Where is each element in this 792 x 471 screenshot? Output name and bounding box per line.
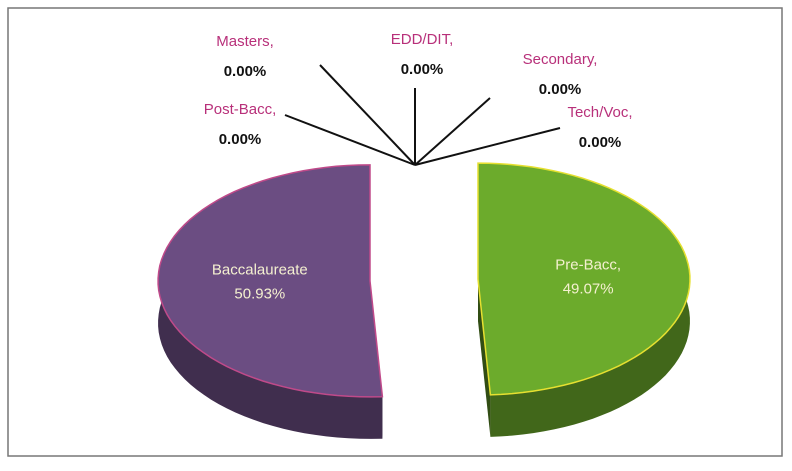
slice-value-label: 0.00% bbox=[401, 61, 444, 78]
slice-cut-face bbox=[478, 279, 491, 437]
slice-category-label: Pre-Bacc, bbox=[555, 256, 621, 273]
slice-category-label: Secondary, bbox=[523, 51, 598, 68]
slice-value-label: 0.00% bbox=[579, 134, 622, 151]
pie-slice bbox=[157, 164, 384, 398]
slice-value-label: 0.00% bbox=[539, 81, 582, 98]
pie-slice bbox=[477, 162, 691, 396]
slice-category-label: EDD/DIT, bbox=[391, 31, 454, 48]
slice-value-label: 0.00% bbox=[219, 131, 262, 148]
slice-category-label: Masters, bbox=[216, 33, 274, 50]
slice-category-label: Post-Bacc, bbox=[204, 101, 277, 118]
slice-category-label: Tech/Voc, bbox=[567, 104, 632, 121]
leader-line bbox=[414, 127, 561, 166]
leader-line bbox=[284, 114, 416, 166]
slice-value-label: 50.93% bbox=[234, 286, 285, 303]
leader-line bbox=[414, 97, 491, 166]
slice-value-label: 0.00% bbox=[224, 63, 267, 80]
leader-line bbox=[319, 64, 416, 166]
slice-value-label: 49.07% bbox=[563, 280, 614, 297]
slice-category-label: Baccalaureate bbox=[212, 262, 308, 279]
